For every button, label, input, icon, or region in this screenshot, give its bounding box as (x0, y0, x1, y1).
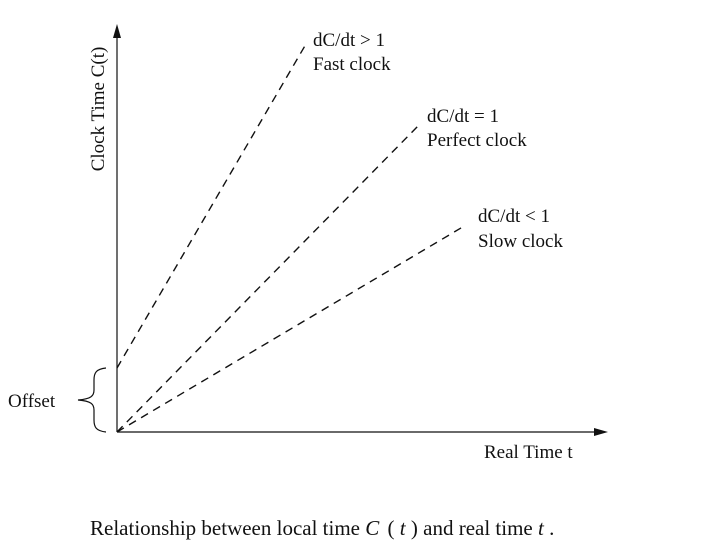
caption-prefix: Relationship between local time (90, 516, 365, 540)
slow-clock-name-label: Slow clock (478, 231, 563, 252)
x-axis-label: Real Time t (484, 442, 573, 463)
perfect-clock-line (116, 125, 419, 433)
caption-func: C (365, 516, 380, 540)
slow-clock-rate-label: dC/dt < 1 (478, 206, 550, 227)
caption-lparen: ( (388, 516, 395, 540)
caption-var: t (538, 516, 545, 540)
figure-caption: Relationship between local time C ( t ) … (90, 516, 554, 540)
slow-clock-line (116, 224, 467, 433)
perfect-clock-name-label: Perfect clock (427, 130, 527, 151)
y-axis-arrowhead (113, 24, 121, 38)
caption-rparen: ) (411, 516, 418, 540)
x-axis-arrowhead (594, 428, 608, 436)
caption-middle: and real time (423, 516, 538, 540)
fast-clock-name-label: Fast clock (313, 54, 391, 75)
caption-end: . (549, 516, 554, 540)
fast-clock-rate-label: dC/dt > 1 (313, 30, 385, 51)
caption-arg: t (400, 516, 407, 540)
y-axis-label: Clock Time C(t) (88, 47, 109, 172)
perfect-clock-rate-label: dC/dt = 1 (427, 106, 499, 127)
offset-label: Offset (8, 391, 56, 412)
fast-clock-line (116, 43, 307, 369)
offset-brace (77, 367, 107, 433)
